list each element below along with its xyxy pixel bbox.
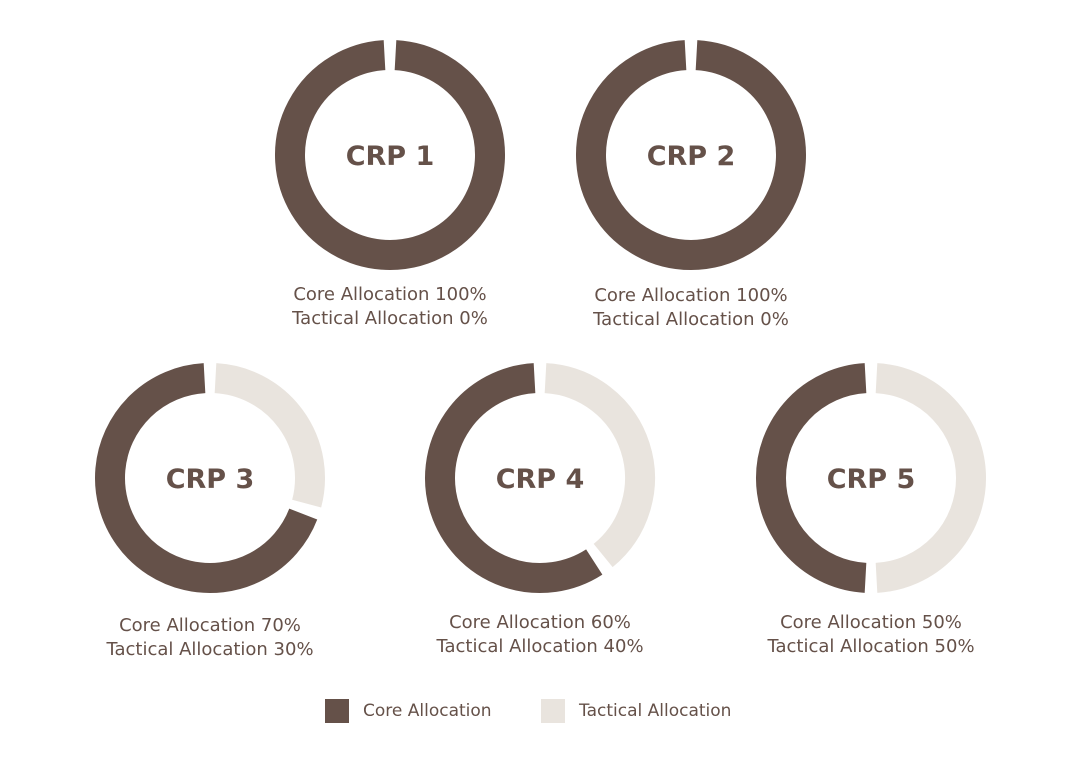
donut-chart-crp-4: CRP 4 — [425, 363, 655, 593]
caption-crp-4: Core Allocation 60% Tactical Allocation … — [380, 611, 700, 659]
legend-item-tactical: Tactical Allocation — [541, 698, 731, 724]
legend-label-tactical: Tactical Allocation — [579, 701, 732, 721]
core-allocation-segment — [756, 363, 867, 593]
tactical-allocation-text: Tactical Allocation 30% — [106, 639, 314, 660]
legend-item-core: Core Allocation — [325, 698, 492, 724]
core-allocation-segment — [95, 363, 318, 593]
core-allocation-text: Core Allocation 50% — [780, 612, 962, 633]
tactical-allocation-segment — [875, 363, 986, 593]
tactical-allocation-text: Tactical Allocation 50% — [767, 636, 975, 657]
caption-crp-3: Core Allocation 70% Tactical Allocation … — [50, 614, 370, 662]
core-allocation-segment — [576, 40, 806, 270]
donut-chart-crp-5: CRP 5 — [756, 363, 986, 593]
tactical-allocation-segment — [544, 363, 655, 568]
legend-swatch-core — [325, 699, 349, 723]
donut-chart-crp-1: CRP 1 — [275, 40, 505, 270]
core-allocation-segment — [275, 40, 505, 270]
tactical-allocation-text: Tactical Allocation 0% — [292, 308, 488, 329]
tactical-allocation-segment — [214, 363, 325, 508]
caption-crp-1: Core Allocation 100% Tactical Allocation… — [230, 283, 550, 331]
core-allocation-text: Core Allocation 100% — [293, 284, 487, 305]
crp-label: CRP 5 — [827, 464, 916, 495]
legend-label-core: Core Allocation — [363, 701, 492, 721]
core-allocation-text: Core Allocation 70% — [119, 615, 301, 636]
core-allocation-text: Core Allocation 100% — [594, 285, 788, 306]
caption-crp-5: Core Allocation 50% Tactical Allocation … — [711, 611, 1031, 659]
core-allocation-segment — [425, 363, 603, 593]
legend-swatch-tactical — [541, 699, 565, 723]
donut-chart-crp-2: CRP 2 — [576, 40, 806, 270]
caption-crp-2: Core Allocation 100% Tactical Allocation… — [531, 284, 851, 332]
tactical-allocation-text: Tactical Allocation 40% — [436, 636, 644, 657]
crp-label: CRP 3 — [166, 464, 255, 495]
tactical-allocation-text: Tactical Allocation 0% — [593, 309, 789, 330]
donut-chart-crp-3: CRP 3 — [95, 363, 325, 593]
crp-label: CRP 2 — [647, 141, 736, 172]
crp-label: CRP 1 — [346, 141, 435, 172]
crp-label: CRP 4 — [496, 464, 585, 495]
core-allocation-text: Core Allocation 60% — [449, 612, 631, 633]
